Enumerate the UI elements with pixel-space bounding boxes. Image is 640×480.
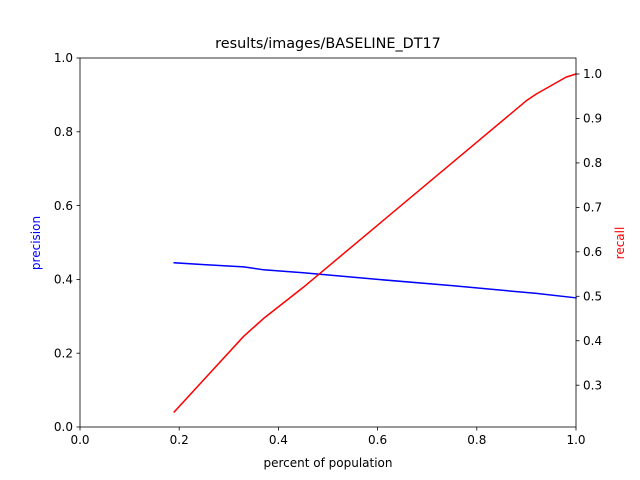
- right-y-tick-label: 1.0: [583, 67, 602, 81]
- x-tick-label: 0.6: [368, 433, 387, 447]
- right-y-tick-label: 0.7: [583, 201, 602, 215]
- right-y-tick-label: 0.9: [583, 112, 602, 126]
- x-tick-label: 1.0: [566, 433, 585, 447]
- x-tick-label: 0.8: [467, 433, 486, 447]
- precision-series-line: [173, 261, 577, 299]
- left-y-tick-label: 1.0: [54, 51, 73, 65]
- plot-frame: [79, 57, 577, 428]
- left-y-tick-label: 0.8: [54, 125, 73, 139]
- right-y-tick-label: 0.4: [583, 334, 602, 348]
- x-axis-label: percent of population: [263, 456, 392, 470]
- right-y-tick-label: 0.5: [583, 289, 602, 303]
- left-y-tick-label: 0.6: [54, 199, 73, 213]
- right-y-tick-label: 0.3: [583, 378, 602, 392]
- left-y-axis-label: precision: [29, 216, 43, 270]
- chart-title: results/images/BASELINE_DT17: [215, 36, 441, 52]
- right-y-tick-label: 0.8: [583, 156, 602, 170]
- recall-series-line: [173, 73, 577, 413]
- x-tick-label: 0.0: [70, 433, 89, 447]
- left-y-tick-label: 0.0: [54, 420, 73, 434]
- left-y-tick-label: 0.4: [54, 273, 73, 287]
- left-y-tick-label: 0.2: [54, 346, 73, 360]
- x-tick-label: 0.2: [170, 433, 189, 447]
- x-tick-label: 0.4: [269, 433, 288, 447]
- right-y-axis-label: recall: [613, 227, 627, 260]
- right-y-tick-label: 0.6: [583, 245, 602, 259]
- plot-area: 0.0 0.2 0.4 0.6 0.8 1.0 0.0 0.2 0.4 0.6 0.8 1.0 0.3 0…: [54, 51, 602, 447]
